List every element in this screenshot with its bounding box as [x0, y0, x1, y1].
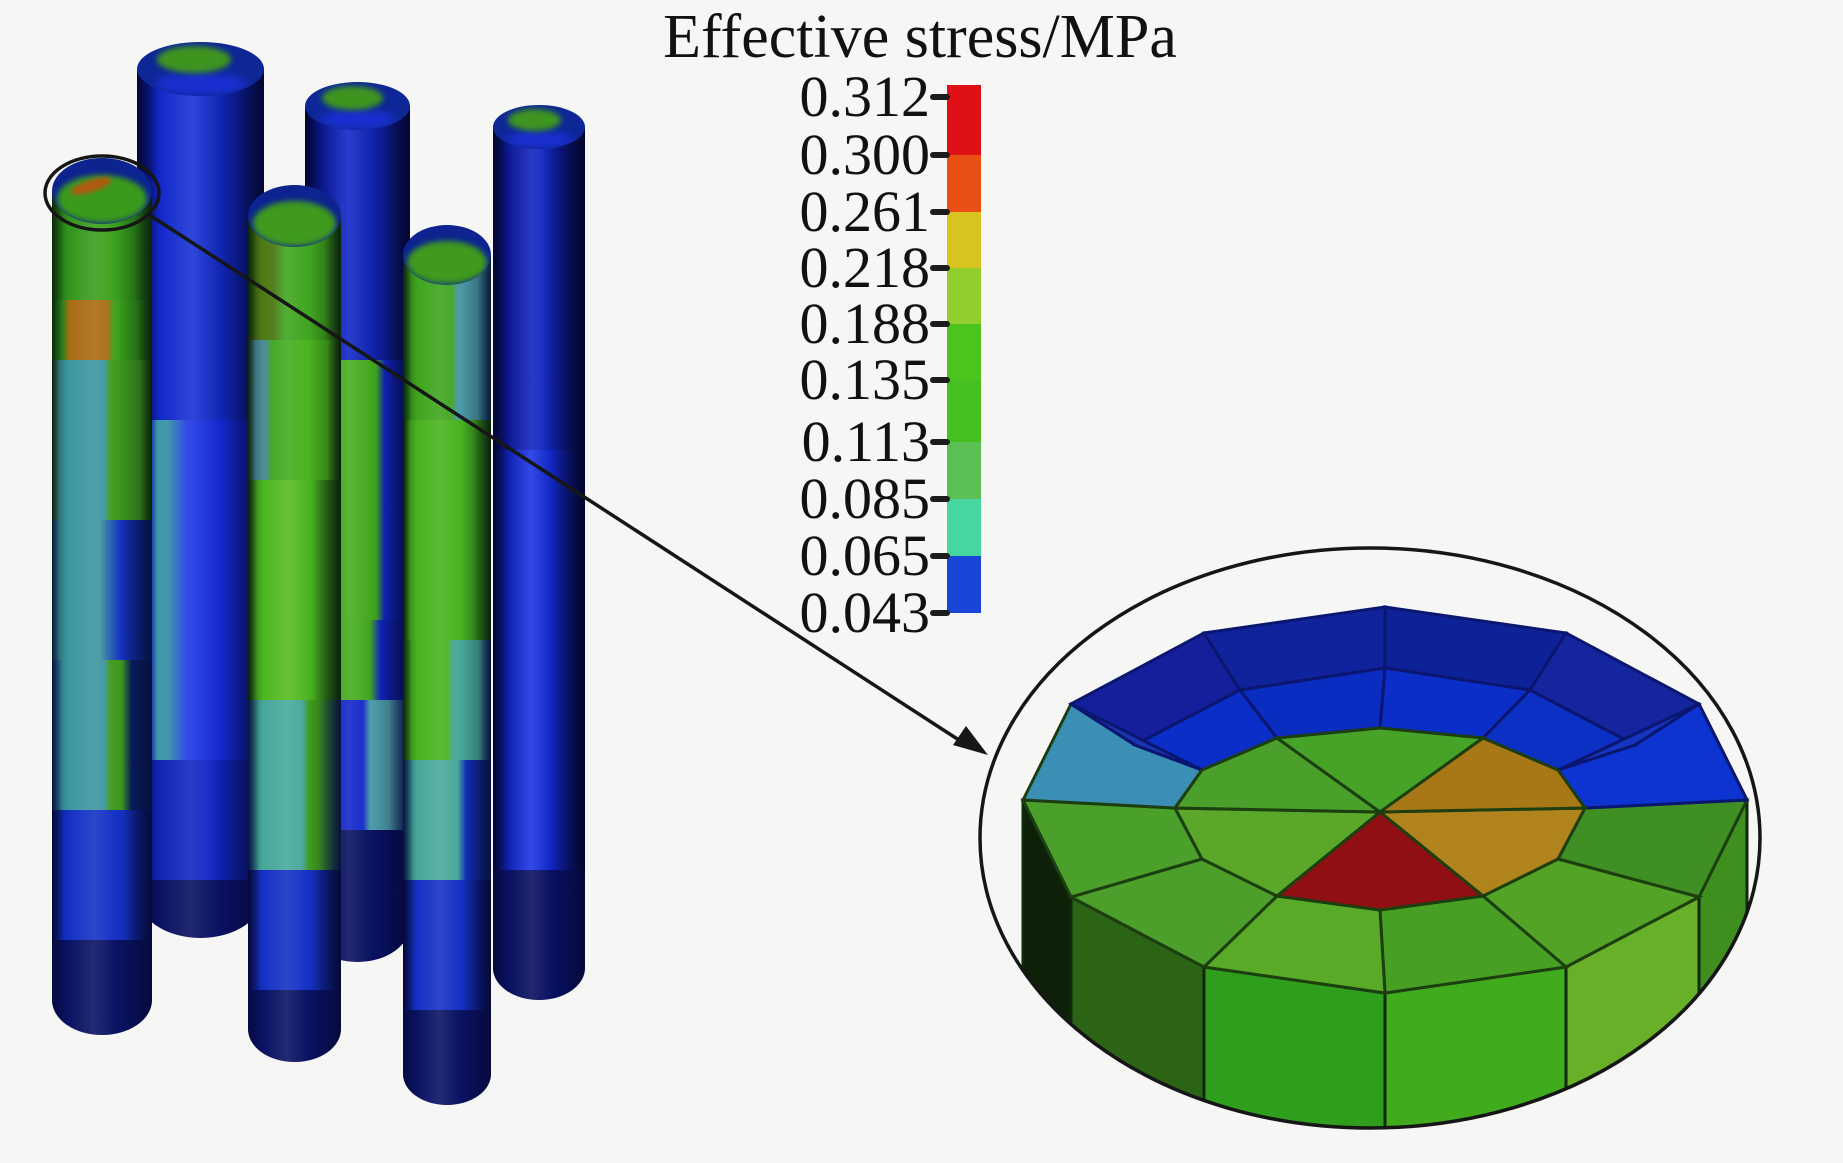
pile-top-face-contour: [507, 108, 562, 131]
pile-stress-segment: [493, 127, 585, 450]
pile-top-face-contour: [157, 46, 231, 74]
inset-detail-view: [1020, 605, 1750, 1128]
pile-stress-segment: [137, 69, 264, 420]
pile-stress-segment: [137, 420, 264, 760]
pile-stress-segment: [248, 990, 341, 1062]
pile-stress-segment: [248, 870, 341, 990]
pile-top-face-contour: [321, 85, 383, 110]
mesh-cell: [1383, 965, 1568, 1128]
pile-stress-segment: [403, 640, 491, 760]
pile-top-front-rim: [505, 130, 573, 149]
magnifier-arrow-head: [953, 726, 988, 755]
mesh-cell: [1557, 702, 1700, 772]
pile-stress-segment: [248, 340, 341, 480]
pile-stress-segment: [52, 940, 152, 1035]
pile-top-face: [403, 225, 491, 285]
pile-top-face: [305, 82, 410, 130]
pile-stress-segment: [52, 810, 152, 940]
mesh-cell: [1202, 965, 1387, 1128]
inset-circle: [978, 546, 1762, 1130]
source-ellipse: [43, 154, 161, 232]
pile-top-face: [493, 105, 585, 149]
inset-top-blue-band: [1068, 605, 1750, 810]
pile-top-face: [248, 185, 341, 247]
mesh-cell: [1070, 702, 1203, 772]
pile-stress-segment: [248, 700, 341, 870]
mesh-cell-orange: [1375, 736, 1588, 814]
pile-stress-segment: [403, 760, 491, 880]
pile-stress-segment: [493, 450, 585, 870]
pile-stress-segment: [137, 760, 264, 880]
pile-top-front-rim: [319, 109, 396, 130]
pile-top-face: [52, 158, 152, 224]
pile-stress-segment: [403, 420, 491, 640]
pile-stress-segment: [403, 880, 491, 1010]
pile-top-front-rim: [154, 73, 247, 95]
pile-stress-segment: [403, 1010, 491, 1105]
pile-stress-segment: [248, 480, 341, 700]
pile-top-face: [137, 42, 264, 96]
pile-stress-segment: [52, 300, 152, 360]
pile-stress-segment: [52, 520, 152, 660]
pile-stress-segment: [52, 360, 152, 520]
pile-top-face-contour: [252, 201, 337, 246]
inset-top-core: [1172, 726, 1588, 912]
pile-stress-segment: [493, 870, 585, 1000]
pile-stress-segment: [52, 660, 152, 810]
magnifier-arrow-line: [147, 212, 963, 744]
pile-top-face-contour: [407, 240, 487, 284]
